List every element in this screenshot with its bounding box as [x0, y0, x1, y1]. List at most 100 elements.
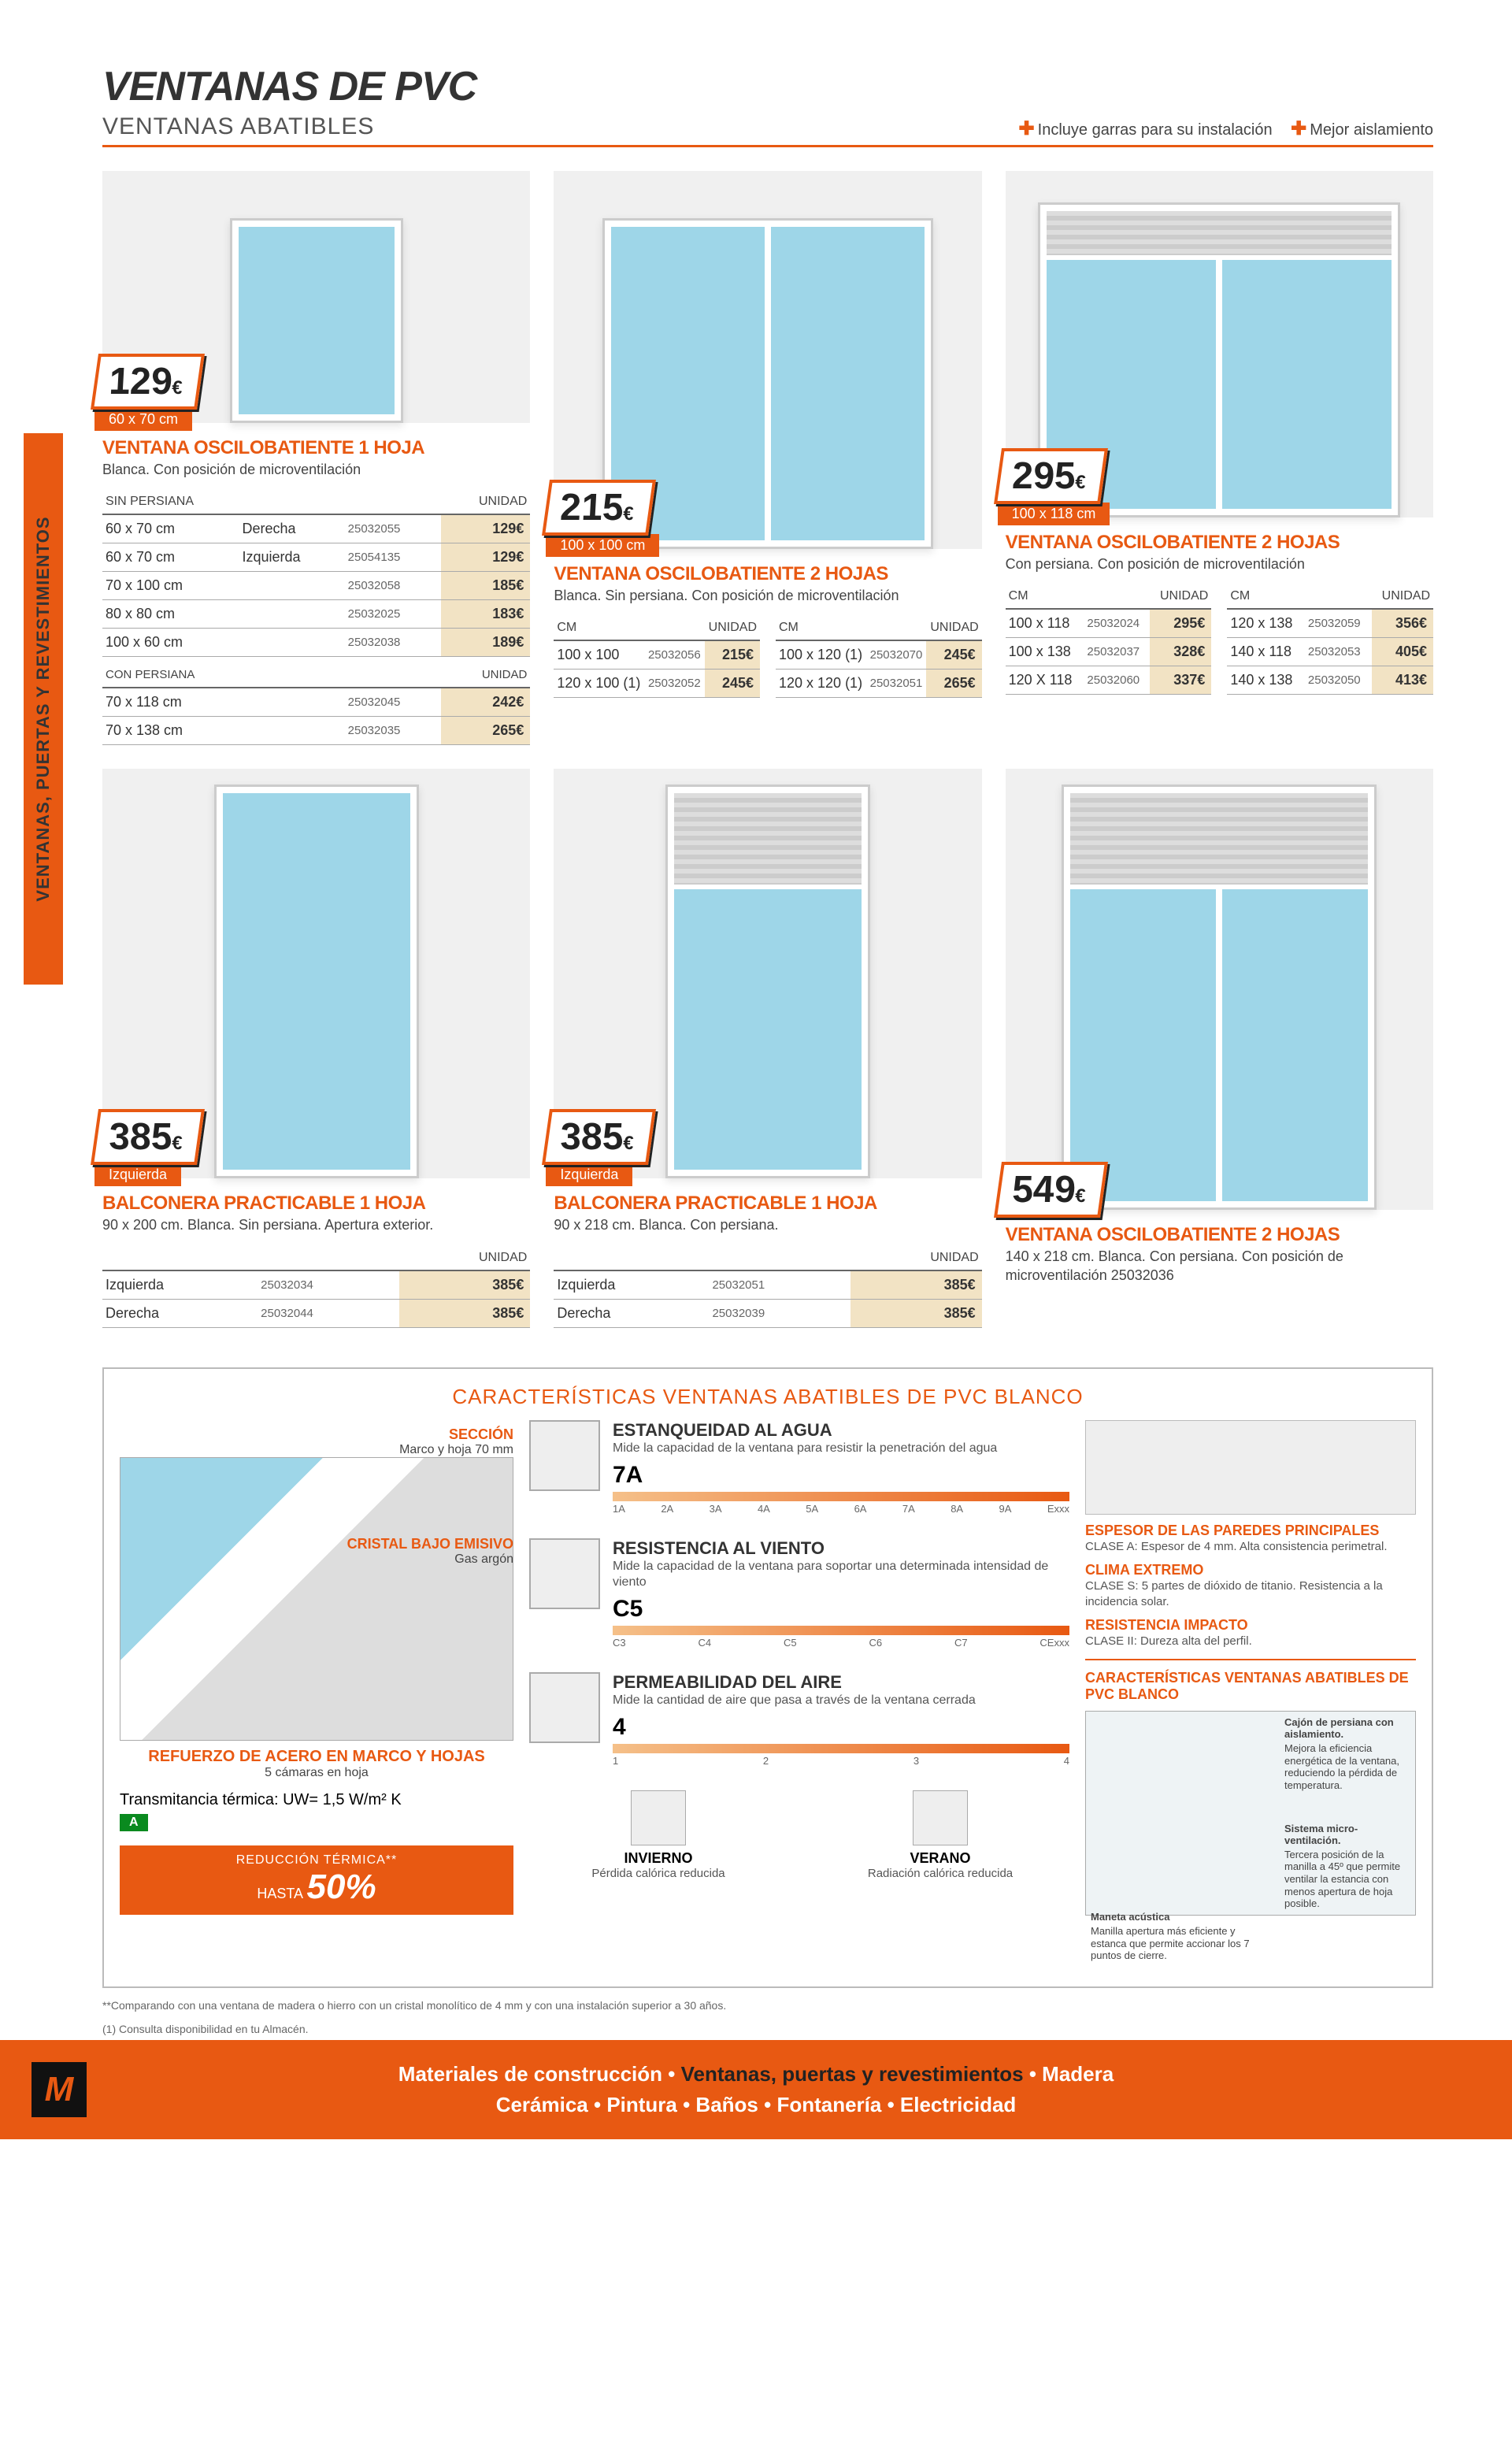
col-header: CM [1006, 584, 1084, 609]
table-cell: 25032034 [258, 1270, 399, 1300]
table-cell: 25032051 [867, 670, 927, 698]
table-row: Derecha25032039385€ [554, 1299, 981, 1327]
sku-table: SIN PERSIANAUNIDAD 60 x 70 cmDerecha2503… [102, 490, 530, 745]
table-cell: 185€ [441, 572, 530, 600]
rating-icon [529, 1672, 600, 1743]
rating-scale [613, 1492, 1069, 1501]
rating-icon [529, 1420, 600, 1491]
col-header: UNIDAD [926, 616, 981, 640]
table-cell: 25032059 [1305, 609, 1372, 638]
table-cell: 242€ [441, 688, 530, 717]
callout-title: Cajón de persiana con aislamiento. [1284, 1716, 1410, 1741]
table-cell: 413€ [1372, 666, 1434, 695]
table-cell: 60 x 70 cm [102, 543, 239, 572]
footnote-1: **Comparando con una ventana de madera o… [102, 1999, 1433, 2012]
price-tag: 295€ [994, 448, 1108, 504]
table-cell: 25032035 [345, 717, 441, 745]
plus-icon: ✚ [1019, 118, 1035, 139]
rating-scale [613, 1744, 1069, 1753]
price-value: 385 [106, 1115, 175, 1159]
sku-table: CM UNIDAD 100 x 10025032056215€120 x 100 … [554, 616, 760, 698]
table-cell: 328€ [1150, 638, 1211, 666]
season-icon [913, 1790, 968, 1845]
spec-title: ESPESOR DE LAS PAREDES PRINCIPALES [1085, 1523, 1416, 1539]
footer-cat: Materiales de construcción [398, 2062, 662, 2086]
table-row: 80 x 80 cm 25032025183€ [102, 600, 530, 629]
price-tag: 385€ [91, 1109, 205, 1165]
product-desc: 90 x 200 cm. Blanca. Sin persiana. Apert… [102, 1216, 530, 1234]
product-title: VENTANA OSCILOBATIENTE 2 HOJAS [554, 563, 981, 585]
crystal-sub: Gas argón [120, 1552, 513, 1567]
table-cell: 100 x 118 [1006, 609, 1084, 638]
profile-image [1085, 1420, 1416, 1515]
season-sub: Radiación calórica reducida [811, 1867, 1069, 1880]
price-tag: 215€ [542, 480, 656, 536]
table-cell: 265€ [441, 717, 530, 745]
table-cell: 385€ [850, 1299, 982, 1327]
col-header: CM [554, 616, 645, 640]
size-stripe: Izquierda [94, 1163, 181, 1186]
col-header: CM [776, 616, 867, 640]
price-value: 295 [1009, 454, 1078, 498]
table-cell: 25032044 [258, 1299, 399, 1327]
table-group-label: SIN PERSIANA [102, 490, 441, 514]
season-title: INVIERNO [529, 1850, 788, 1867]
table-cell: 385€ [399, 1270, 531, 1300]
table-cell: 25032024 [1084, 609, 1150, 638]
table-row: 140 x 11825032053405€ [1227, 638, 1433, 666]
table-row: 120 X 11825032060337€ [1006, 666, 1212, 695]
table-cell: 215€ [705, 640, 760, 670]
table-cell: 245€ [705, 670, 760, 698]
table-cell: 100 x 100 [554, 640, 645, 670]
table-cell: 80 x 80 cm [102, 600, 239, 629]
features-right: ESPESOR DE LAS PAREDES PRINCIPALES CLASE… [1085, 1420, 1416, 1971]
plus-icon: ✚ [1291, 118, 1306, 139]
product-card-1: 129€ 60 x 70 cm VENTANA OSCILOBATIENTE 1… [102, 171, 530, 745]
rating-title: PERMEABILIDAD DEL AIRE [613, 1672, 1069, 1693]
col-header: UNIDAD [705, 616, 760, 640]
window-diagram: Cajón de persiana con aislamiento.Mejora… [1085, 1711, 1416, 1916]
category-label: VENTANAS, PUERTAS Y REVESTIMIENTOS [33, 516, 54, 901]
rating-block: ESTANQUEIDAD AL AGUA Mide la capacidad d… [529, 1420, 1069, 1515]
price-value: 385 [557, 1115, 626, 1159]
product-desc: Blanca. Con posición de microventilación [102, 461, 530, 479]
section-sub: Marco y hoja 70 mm [120, 1443, 513, 1457]
product-desc: 140 x 218 cm. Blanca. Con persiana. Con … [1006, 1248, 1433, 1285]
callout-title: Maneta acústica [1091, 1911, 1264, 1923]
rating-score: 4 [613, 1714, 1069, 1741]
table-cell: 25032025 [345, 600, 441, 629]
table-cell: 60 x 70 cm [102, 514, 239, 543]
price-tag: 129€ [91, 354, 205, 410]
table-cell: 129€ [441, 514, 530, 543]
header-badges: ✚Incluye garras para su instalación ✚Mej… [1005, 117, 1433, 140]
table-row: 120 x 100 (1)25032052245€ [554, 670, 760, 698]
rating-block: RESISTENCIA AL VIENTO Mide la capacidad … [529, 1538, 1069, 1649]
footer-cat-active: Ventanas, puertas y revestimientos [681, 2062, 1024, 2086]
sku-table: CMUNIDAD 100 x 120 (1)25032070245€120 x … [776, 616, 982, 698]
table-unit-label: UNIDAD [441, 490, 530, 514]
footer: M Materiales de construcción • Ventanas,… [0, 2040, 1512, 2139]
table-cell: 25032056 [645, 640, 705, 670]
table-row: Derecha25032044385€ [102, 1299, 530, 1327]
price-tag: 549€ [994, 1162, 1108, 1218]
table-cell: 25032053 [1305, 638, 1372, 666]
table-cell: 183€ [441, 600, 530, 629]
footer-cats-2: Cerámica • Pintura • Baños • Fontanería … [0, 2090, 1512, 2120]
table-cell: 25032051 [709, 1270, 850, 1300]
size-stripe: Izquierda [546, 1163, 632, 1186]
reduction-label: REDUCCIÓN TÉRMICA** [236, 1853, 398, 1867]
page-title: VENTANAS DE PVC [102, 63, 476, 110]
product-card-3: 295€ 100 x 118 cm VENTANA OSCILOBATIENTE… [1006, 171, 1433, 745]
table-row: 70 x 118 cm25032045242€ [102, 688, 530, 717]
table-cell: 356€ [1372, 609, 1434, 638]
product-title: VENTANA OSCILOBATIENTE 1 HOJA [102, 437, 530, 459]
table-row: Izquierda25032034385€ [102, 1270, 530, 1300]
badge-text-2: Mejor aislamiento [1310, 121, 1433, 139]
reinforce-label: REFUERZO DE ACERO EN MARCO Y HOJAS [120, 1748, 513, 1766]
sku-table: UNIDAD Izquierda25032051385€Derecha25032… [554, 1246, 981, 1328]
currency: € [621, 1133, 635, 1155]
col-header: UNIDAD [399, 1246, 531, 1270]
product-card-2: 215€ 100 x 100 cm VENTANA OSCILOBATIENTE… [554, 171, 981, 745]
table-row: Izquierda25032051385€ [554, 1270, 981, 1300]
season-icon [631, 1790, 686, 1845]
